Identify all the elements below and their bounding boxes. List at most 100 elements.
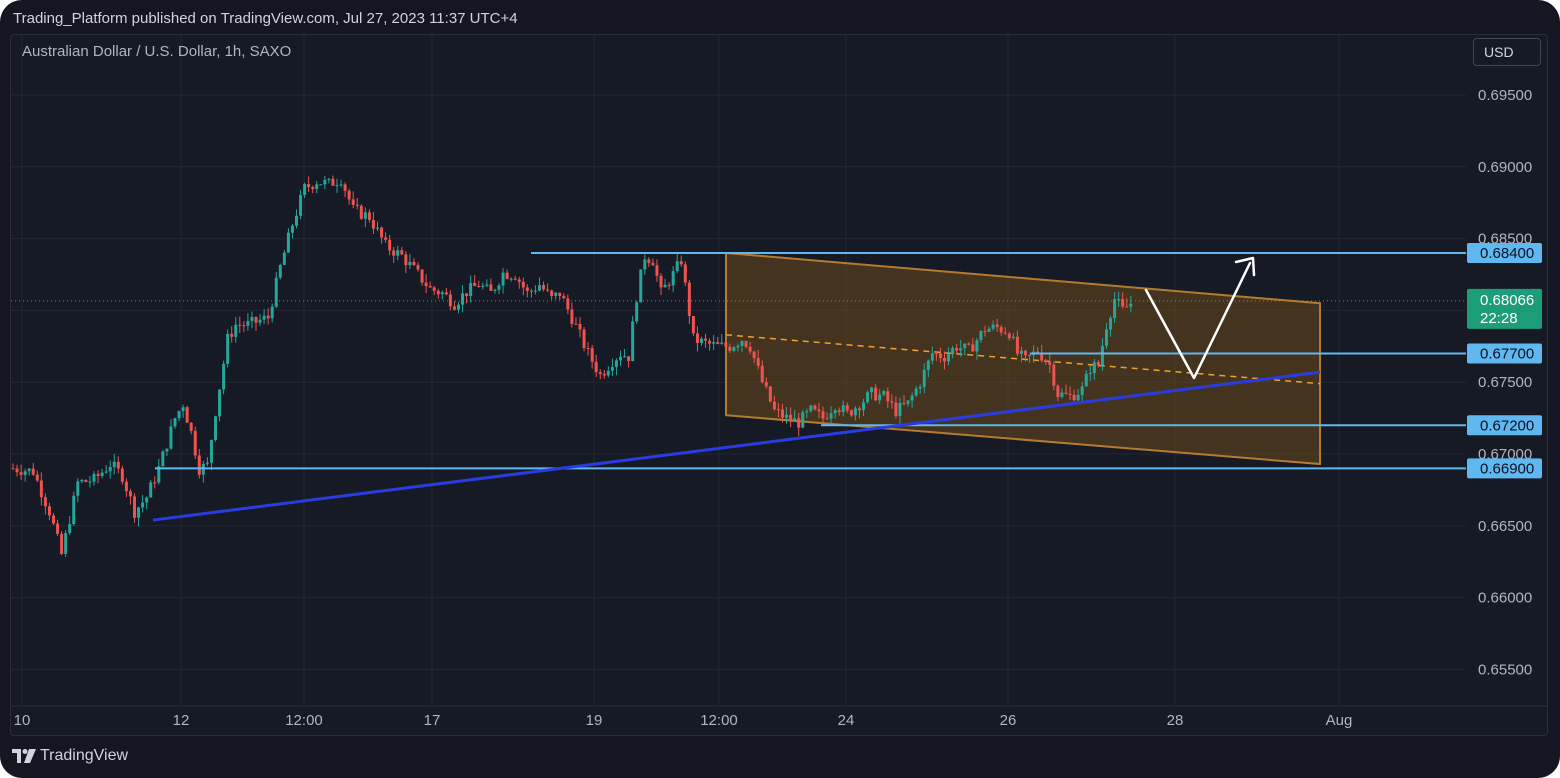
candle-body [258, 319, 262, 323]
candle-body [546, 289, 550, 291]
x-tick-label: 24 [838, 712, 855, 729]
candle-body [614, 360, 618, 368]
candle-body [489, 284, 493, 291]
candle-body [457, 304, 460, 310]
candle-body [789, 414, 793, 421]
grid [11, 35, 1547, 707]
candle-body [505, 272, 509, 279]
candle-body [497, 285, 501, 290]
candle-body [866, 392, 870, 403]
candle-body [651, 262, 655, 266]
candle-body [1084, 373, 1088, 387]
candle-body [440, 292, 444, 295]
candle-body [1011, 336, 1015, 339]
x-tick-label: 12:00 [285, 712, 323, 729]
candle-body [886, 391, 890, 402]
candle-body [339, 184, 343, 186]
candle-body [809, 405, 813, 412]
candle-body [529, 290, 533, 292]
candle-body [376, 227, 379, 229]
candle-body [448, 294, 452, 307]
candle-body [590, 348, 594, 362]
candle-body [740, 341, 744, 346]
candle-body [1088, 372, 1092, 374]
candle-body [56, 523, 60, 534]
candle-body [509, 278, 513, 280]
candle-body [1125, 306, 1129, 308]
candle-body [1044, 360, 1048, 363]
candle-body [307, 184, 311, 188]
candle-body [562, 295, 566, 299]
candle-body [15, 468, 19, 473]
candle-body [1068, 393, 1072, 395]
candle-body [513, 278, 517, 280]
y-tick-label: 0.66000 [1478, 590, 1532, 607]
level-tag-label: 0.68400 [1480, 245, 1534, 262]
candle-body [104, 471, 108, 473]
candle-body [967, 343, 971, 345]
candle-body [574, 323, 578, 325]
candle-body [716, 342, 720, 344]
candle-body [748, 346, 752, 352]
candle-body [137, 507, 141, 518]
candle-body [1064, 392, 1068, 394]
candle-body [623, 356, 627, 358]
channel-midline [725, 334, 1321, 385]
candle-body [282, 252, 286, 266]
candle-body [906, 400, 910, 404]
candle-body [92, 473, 96, 482]
candle-body [1048, 362, 1052, 365]
candle-body [987, 328, 991, 332]
candle-body [910, 395, 914, 401]
candle-body [959, 348, 963, 351]
candle-body [444, 292, 448, 295]
candle-body [452, 306, 456, 310]
level-tag-label: 0.67200 [1480, 417, 1534, 434]
candle-body [594, 361, 598, 373]
y-tick-label: 0.69500 [1478, 87, 1532, 104]
currency-button[interactable]: USD [1473, 38, 1541, 66]
candle-body [951, 348, 955, 355]
candle-body [975, 340, 979, 352]
candle-body [1003, 332, 1007, 334]
candle-body [412, 261, 416, 266]
candle-body [704, 338, 708, 341]
projection-arrowhead [1234, 256, 1256, 277]
candle-body [278, 265, 282, 278]
candle-body [149, 482, 153, 498]
candle-body [667, 284, 671, 286]
candle-body [631, 321, 635, 362]
candle-body [813, 405, 817, 410]
candle-body [242, 325, 246, 327]
candle-body [262, 315, 266, 320]
candle-body [963, 343, 967, 349]
candle-body [1072, 394, 1076, 401]
candle-body [1100, 345, 1104, 366]
candle-body [1024, 350, 1027, 356]
candle-body [930, 353, 934, 361]
drawings-back [11, 251, 1466, 466]
level-tag [1467, 343, 1542, 364]
candle-body [643, 259, 647, 270]
current-price-tag [1467, 288, 1542, 329]
tradingview-brand: TradingView [40, 747, 129, 764]
y-tick-label: 0.66500 [1478, 518, 1532, 535]
candle-body [47, 506, 51, 516]
candle-body [335, 185, 339, 187]
tradingview-logo[interactable]: TradingView [12, 747, 128, 765]
publisher-line: Trading_Platform published on TradingVie… [13, 10, 518, 27]
candle-body [979, 331, 983, 341]
candle-body [60, 533, 64, 554]
candle-body [461, 293, 465, 305]
candle-body [165, 448, 169, 452]
candle-body [359, 205, 363, 219]
x-tick-label: 12:00 [700, 712, 738, 729]
candle-body [416, 265, 420, 270]
candle-body [380, 227, 384, 238]
candle-body [485, 284, 489, 286]
candle-body [1015, 336, 1019, 354]
candle-body [315, 184, 319, 189]
candle-body [728, 346, 732, 351]
